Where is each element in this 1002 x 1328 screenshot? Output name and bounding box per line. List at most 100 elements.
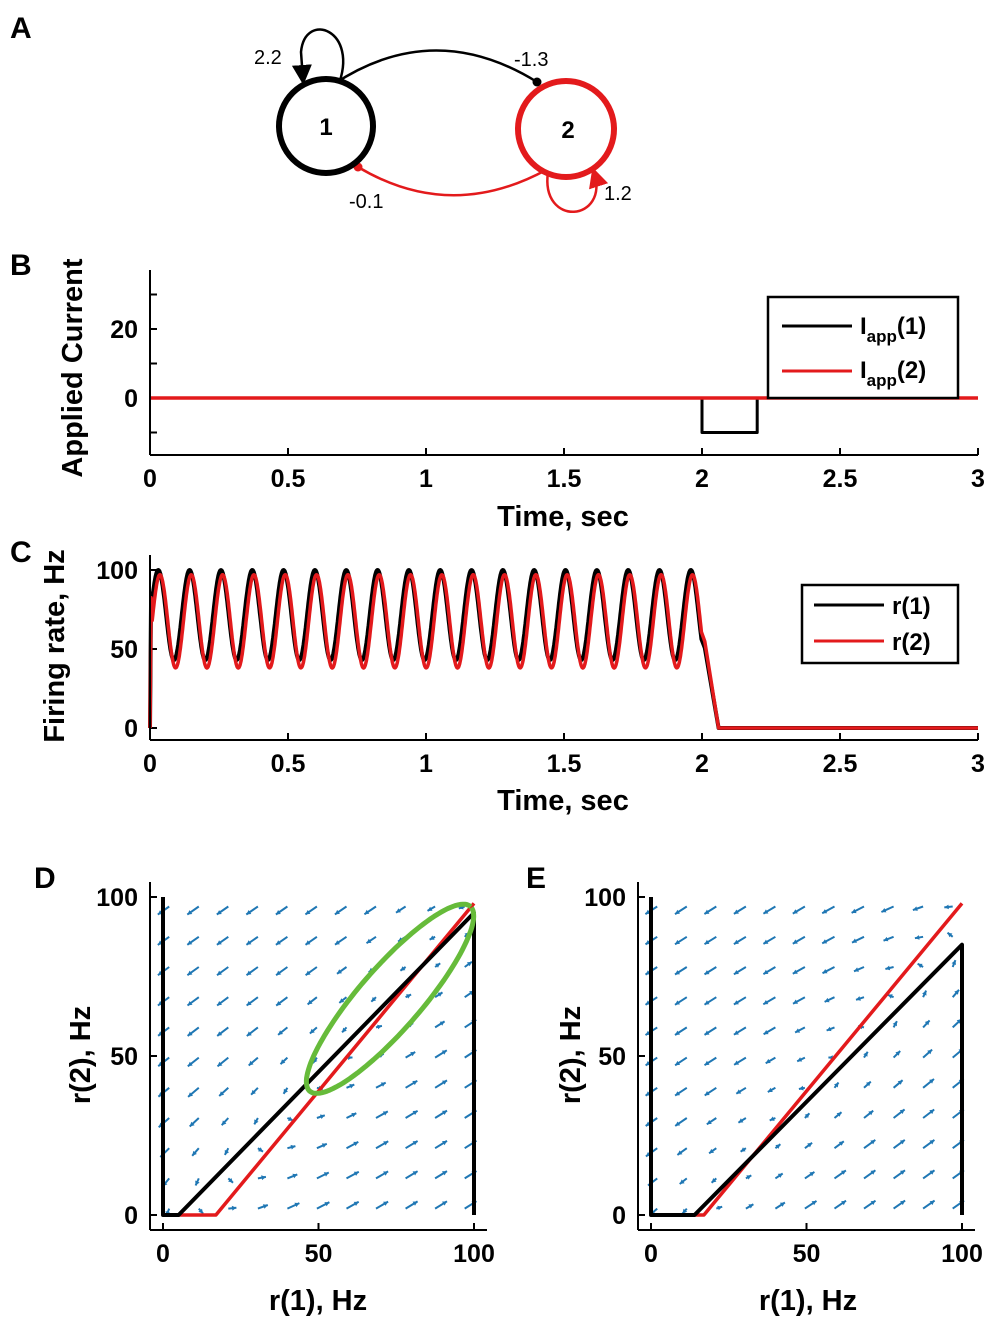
vector-arrowhead [740, 1147, 746, 1152]
vector-arrowhead [217, 1061, 223, 1067]
series-iapp1-line [150, 396, 978, 434]
vector-arrowhead [377, 1024, 382, 1030]
vector-arrowhead [187, 910, 193, 915]
y-tick-label: 0 [124, 715, 138, 743]
vector-arrowhead [682, 1208, 688, 1214]
legend-r2-label: r(2) [892, 629, 931, 656]
vector-arrowhead [342, 1027, 347, 1033]
vector-arrowhead [897, 1080, 903, 1085]
vector-arrowhead [323, 1172, 329, 1177]
vector-arrowhead [224, 1149, 230, 1155]
vector-arrowhead [278, 1030, 283, 1035]
vector-arrowhead [339, 998, 345, 1003]
connection-2-to-1 [357, 165, 547, 197]
vector-arrowhead [335, 940, 340, 945]
vector-arrowhead [856, 996, 861, 1001]
vector-arrowhead [466, 961, 472, 967]
vector-arrowhead [246, 970, 252, 976]
panel-e-xticks: 0 50 100 [644, 1223, 983, 1268]
panel-b-xticks: 0 0.5 1 1.5 2 2.5 3 [143, 448, 985, 493]
vector-arrowhead [364, 909, 370, 915]
vector-arrowhead [275, 940, 281, 945]
vector-arrowhead [246, 910, 252, 915]
vector-arrowhead [441, 1050, 447, 1055]
r1-nullcline [649, 897, 964, 1217]
x-tick-label: 2.5 [823, 465, 858, 493]
vector-arrowhead [824, 997, 830, 1003]
vector-arrowhead [383, 1171, 389, 1176]
vector-arrowhead [866, 1081, 871, 1087]
y-tick-label: 50 [598, 1043, 626, 1071]
limit-cycle [303, 901, 477, 1096]
vector-arrowhead [717, 1205, 723, 1211]
vector-arrowhead [927, 1049, 933, 1055]
vector-arrowhead [792, 939, 798, 944]
vector-arrowhead [334, 909, 340, 915]
panel-letter-d: D [34, 862, 56, 895]
vector-arrowhead [704, 1000, 710, 1005]
vector-arrowhead [221, 1120, 227, 1126]
vector-arrowhead [366, 938, 372, 944]
vector-arrowhead [195, 1180, 200, 1186]
self-loop-2 [546, 167, 609, 213]
vector-arrowhead [738, 1118, 744, 1123]
connection-1-to-2-end [532, 77, 542, 87]
panel-c-ylabel: Firing rate, Hz [39, 549, 71, 742]
vector-arrowhead [763, 969, 769, 975]
vector-arrowhead [198, 1208, 204, 1214]
vector-arrowhead [261, 1175, 266, 1181]
x-tick-label: 0.5 [271, 465, 306, 493]
vector-arrowhead [917, 963, 923, 968]
vector-arrowhead [929, 1200, 935, 1206]
vector-arrowhead [793, 999, 798, 1004]
vector-arrowhead [231, 1205, 237, 1211]
vector-arrowhead [280, 1059, 286, 1065]
vector-arrowhead [406, 994, 412, 999]
vector-arrowhead [795, 1028, 801, 1033]
vector-arrowhead [733, 970, 739, 975]
vector-arrowhead [187, 940, 193, 945]
panel-b-xlabel: Time, sec [497, 501, 629, 533]
vector-arrowhead [733, 1030, 739, 1035]
vector-arrowhead [675, 1060, 681, 1066]
vector-arrowhead [822, 939, 828, 944]
vector-arrowhead [709, 1148, 714, 1154]
panel-letter-a: A [10, 12, 32, 45]
vector-arrowhead [944, 904, 949, 910]
panel-c-legend-box [800, 583, 960, 665]
vector-arrowhead [704, 1091, 710, 1096]
vector-arrowhead [841, 1200, 846, 1206]
vector-arrowhead [187, 970, 193, 976]
y-tick-label: 50 [110, 1043, 138, 1071]
vector-arrowhead [305, 910, 311, 915]
vector-arrowhead [841, 1170, 846, 1175]
vector-arrowhead [442, 1140, 447, 1146]
panel-e-yticks: 0 50 100 [584, 884, 645, 1230]
vector-arrowhead [675, 939, 680, 945]
vector-arrowhead [679, 1179, 685, 1184]
vector-arrowhead [217, 1001, 222, 1006]
self-loop-1 [291, 28, 345, 87]
x-tick-label: 2 [695, 750, 709, 778]
panel-e-ylabel: r(2), Hz [555, 1006, 587, 1104]
vector-arrowhead [290, 1144, 296, 1150]
vector-arrowhead [763, 1030, 769, 1035]
vector-arrowhead [899, 1139, 905, 1145]
panel-letter-c: C [10, 536, 32, 569]
x-tick-label: 1.5 [547, 750, 582, 778]
vector-arrowhead [792, 909, 798, 914]
vector-arrowhead [351, 1113, 357, 1118]
vector-arrowhead [892, 1021, 897, 1027]
vector-arrowhead [228, 1178, 233, 1183]
vector-arrowhead [427, 906, 433, 911]
vector-arrowhead [767, 1087, 773, 1092]
vector-arrowhead [246, 1001, 252, 1006]
vector-arrowhead [677, 1150, 683, 1155]
vector-arrowhead [337, 969, 342, 974]
vector-arrowhead [797, 1057, 803, 1062]
vector-arrowhead [383, 1201, 389, 1206]
vector-arrowhead [914, 935, 920, 940]
x-tick-label: 50 [793, 1240, 821, 1268]
vector-arrowhead [777, 1173, 783, 1178]
y-tick-label: 100 [96, 884, 138, 912]
